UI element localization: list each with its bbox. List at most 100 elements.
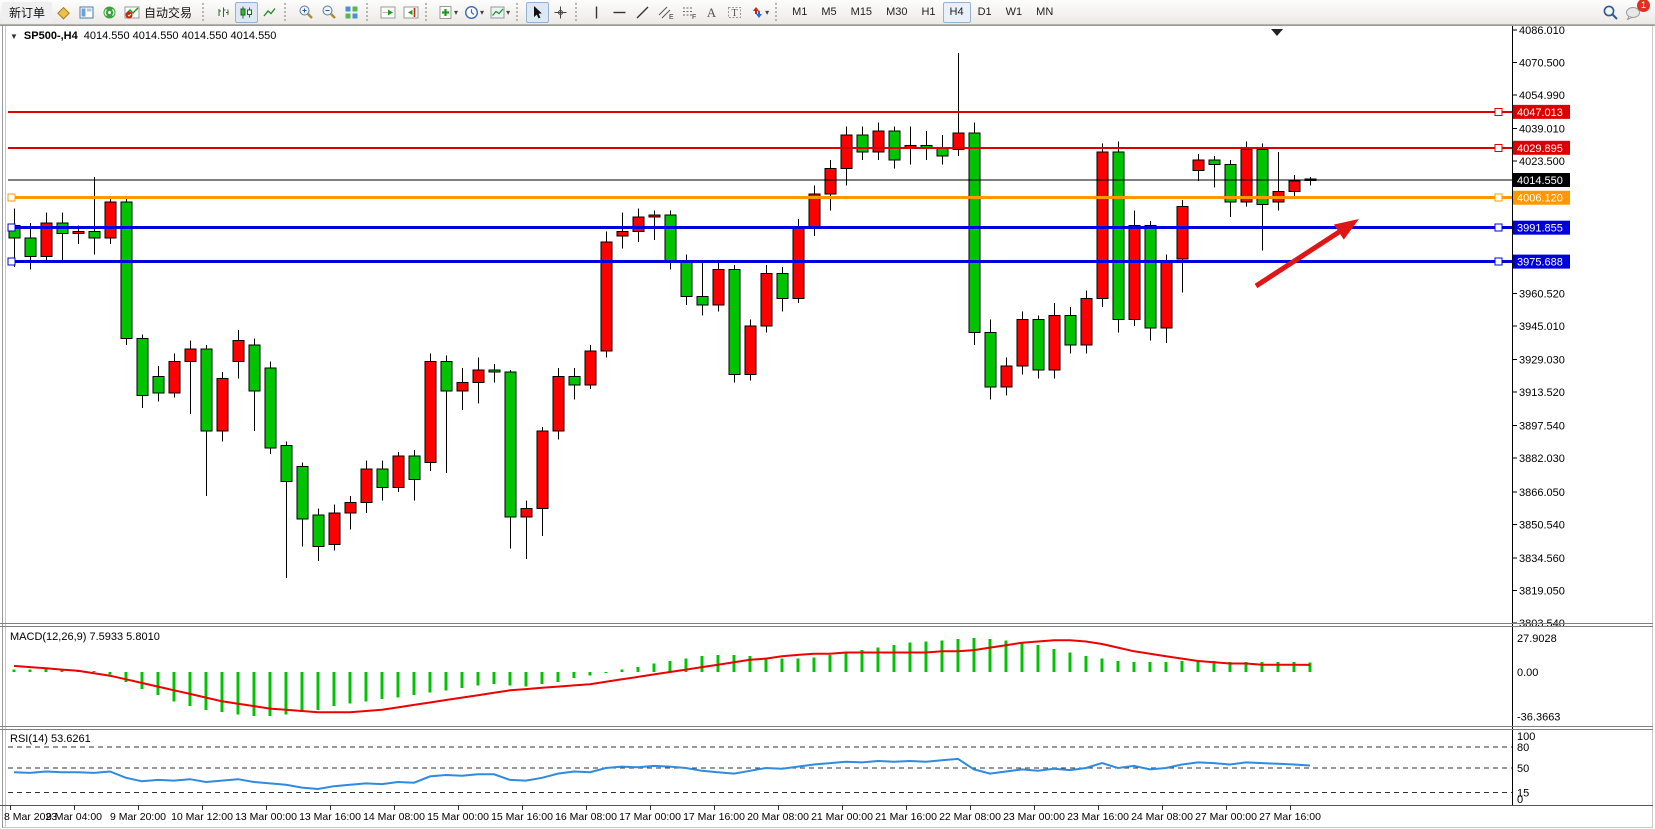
candle-bull (840, 134, 853, 170)
timeframe-W1[interactable]: W1 (1005, 6, 1023, 18)
horizontal-line-icon[interactable] (608, 2, 631, 23)
candle-bull (648, 214, 661, 218)
timeframe-M1[interactable]: M1 (792, 6, 808, 18)
candle-bull (1096, 151, 1109, 300)
tile-windows-icon[interactable] (340, 2, 363, 23)
autotrading-button[interactable]: 自动交易 (121, 2, 199, 23)
chart-background (0, 25, 1655, 829)
new-order-button[interactable]: 新订单 (2, 1, 53, 23)
price-label-box (1513, 190, 1570, 205)
timeframe-D1[interactable]: D1 (977, 6, 992, 18)
one-click-trading-arrow-icon[interactable]: ▼ (10, 31, 18, 41)
profile-icon[interactable] (52, 2, 75, 23)
candle-bear (296, 466, 309, 520)
timeframe-H4[interactable]: H4 (942, 1, 971, 23)
vertical-line-icon[interactable] (585, 2, 608, 23)
timeframe-M15[interactable]: M15 (850, 6, 873, 18)
line-handle-marker[interactable] (1494, 143, 1503, 152)
candle-bull (520, 508, 533, 518)
line-handle-marker[interactable] (1494, 257, 1503, 266)
timeframe-H1[interactable]: H1 (921, 6, 936, 18)
price-tick-label: 4023.500 (1519, 156, 1565, 168)
time-tick-label: 27 Mar 16:00 (1259, 811, 1321, 823)
add-indicator-button[interactable]: ▾ (435, 2, 461, 23)
timeframe-M30[interactable]: M30 (886, 6, 908, 18)
candle-bear (984, 331, 997, 388)
timeframe-group: M1 M5 M15 M30 H1 H4 D1 W1 MN (785, 1, 1060, 23)
fibonacci-icon[interactable]: F (677, 2, 700, 23)
periods-button[interactable]: ▾ (461, 2, 487, 23)
chart-symbol-title: SP500-,H4 (23, 30, 78, 42)
rsi-axis-label: 50 (1517, 763, 1529, 775)
add-indicator-icon (439, 5, 452, 19)
level-price-label: 3991.855 (1517, 223, 1563, 235)
line-chart-icon[interactable] (258, 2, 281, 23)
trendline-icon[interactable] (631, 2, 654, 23)
time-tick-label: 24 Mar 08:00 (1131, 811, 1193, 823)
line-handle-marker[interactable] (1494, 193, 1503, 202)
candle-bull (1240, 149, 1253, 203)
line-handle-marker[interactable] (7, 193, 16, 202)
candle-chart-icon[interactable] (235, 1, 259, 23)
candle-bear (1112, 151, 1125, 321)
chart-title-bar: ▼ SP500-,H4 4014.550 4014.550 4014.550 4… (10, 30, 276, 42)
svg-text:E: E (669, 14, 674, 20)
price-tick-label: 4054.990 (1519, 90, 1565, 102)
candle-bear (376, 468, 389, 489)
crosshair-icon[interactable] (549, 2, 572, 23)
line-handle-marker[interactable] (1494, 223, 1503, 232)
time-tick-label: 27 Mar 00:00 (1195, 811, 1257, 823)
time-tick-label: 20 Mar 08:00 (747, 811, 809, 823)
annotation-arrow-head[interactable] (1333, 219, 1359, 240)
cursor-icon[interactable] (526, 1, 550, 23)
time-tick-label: 17 Mar 00:00 (619, 811, 681, 823)
candle-bull (760, 273, 773, 327)
search-icon[interactable] (1599, 2, 1622, 23)
annotation-arrow-shaft[interactable] (1254, 226, 1346, 289)
signal-icon[interactable] (98, 2, 121, 23)
toolbar-separator (516, 3, 523, 21)
rsi-axis-label: 80 (1517, 742, 1529, 754)
channel-icon[interactable]: E (654, 2, 677, 23)
bar-chart-icon[interactable] (212, 2, 235, 23)
candle-bear (696, 296, 709, 306)
candle-bull (536, 430, 549, 510)
zoom-in-icon[interactable] (294, 2, 317, 23)
candle-bear (1032, 319, 1045, 371)
time-tick-label: 23 Mar 16:00 (1067, 811, 1129, 823)
text-icon[interactable]: A (700, 2, 723, 23)
text-label-icon[interactable]: T (723, 2, 746, 23)
notifications-icon[interactable]: 1 (1622, 0, 1650, 23)
candle-bear (120, 201, 133, 340)
autotrading-label: 自动交易 (144, 5, 193, 20)
chart-shift-marker[interactable] (1271, 29, 1283, 36)
macd-axis-label: 27.9028 (1517, 633, 1557, 645)
candle-bull (1176, 205, 1189, 260)
level-price-label: 4029.895 (1517, 143, 1563, 155)
line-handle-marker[interactable] (1494, 107, 1503, 116)
line-handle-marker[interactable] (7, 223, 16, 232)
line-handle-marker[interactable] (7, 257, 16, 266)
periods-clock-icon (465, 5, 479, 19)
time-tick-label: 13 Mar 16:00 (299, 811, 361, 823)
timeframe-MN[interactable]: MN (1036, 6, 1054, 18)
timeframe-M5[interactable]: M5 (821, 6, 837, 18)
time-tick-label: 13 Mar 00:00 (235, 811, 297, 823)
chart-shift-icon[interactable] (399, 2, 422, 23)
candle-bull (472, 369, 485, 384)
arrows-button[interactable]: ▾ (746, 2, 772, 23)
candle-bull (952, 132, 965, 151)
zoom-out-icon[interactable] (317, 2, 340, 23)
time-tick-label: 15 Mar 16:00 (491, 811, 553, 823)
rsi-axis-label: 15 (1517, 788, 1529, 800)
candle-bull (392, 455, 405, 489)
rsi-line (13, 757, 1311, 791)
macd-axis-label: -36.3663 (1517, 711, 1560, 723)
candle-bear (152, 375, 165, 394)
template-button[interactable]: ▾ (487, 2, 513, 23)
auto-scroll-icon[interactable] (376, 2, 399, 23)
market-watch-icon[interactable] (75, 2, 98, 23)
price-label-box (1513, 254, 1570, 269)
candle-bull (72, 231, 85, 235)
